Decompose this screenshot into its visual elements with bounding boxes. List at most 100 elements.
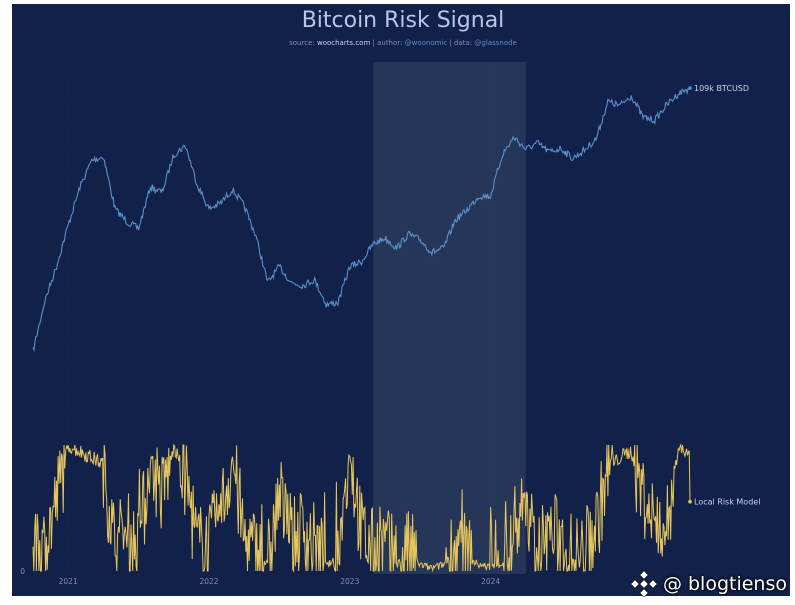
grid-dot	[490, 69, 491, 71]
grid-dot	[208, 471, 210, 473]
grid-dot	[67, 345, 69, 347]
grid-dot	[208, 285, 210, 287]
x-tick-2022: 2022	[199, 577, 218, 586]
grid-dot	[490, 357, 491, 359]
grid-dot	[67, 321, 69, 323]
grid-dot	[490, 189, 491, 191]
grid-dot	[490, 225, 491, 227]
grid-dot	[349, 321, 351, 323]
grid-dot	[208, 561, 210, 563]
grid-dot	[208, 357, 210, 359]
grid-dot	[208, 159, 210, 161]
grid-dot	[490, 231, 491, 233]
subtitle-data: @glassnode	[474, 39, 516, 47]
grid-dot	[67, 309, 69, 311]
grid-dot	[67, 255, 69, 257]
grid-dot	[490, 363, 491, 365]
grid-dot	[349, 159, 351, 161]
grid-dot	[67, 483, 69, 485]
grid-dot	[208, 105, 210, 107]
subtitle-source-prefix: source:	[289, 39, 317, 47]
grid-dot	[349, 195, 351, 197]
grid-dot	[208, 459, 210, 461]
grid-dot	[67, 75, 69, 77]
grid-dot	[67, 123, 69, 125]
grid-dot	[208, 501, 210, 503]
grid-dots	[67, 69, 491, 569]
grid-dot	[67, 417, 69, 419]
grid-dot	[349, 351, 351, 353]
grid-dot	[67, 219, 69, 221]
grid-dot	[349, 87, 351, 89]
grid-dot	[349, 279, 351, 281]
grid-dot	[349, 273, 351, 275]
grid-dot	[490, 159, 491, 161]
grid-dot	[67, 537, 69, 539]
grid-dot	[208, 201, 210, 203]
grid-dot	[490, 207, 491, 209]
grid-dot	[349, 471, 351, 473]
grid-dot	[490, 495, 491, 497]
grid-dot	[349, 303, 351, 305]
grid-dot	[490, 237, 491, 239]
grid-dot	[208, 327, 210, 329]
grid-dot	[349, 75, 351, 77]
grid-dot	[490, 339, 491, 341]
grid-dot	[349, 339, 351, 341]
price-series-label: 109k BTCUSD	[694, 84, 749, 93]
grid-dot	[349, 411, 351, 413]
grid-dot	[208, 135, 210, 137]
grid-dot	[67, 273, 69, 275]
grid-dot	[208, 177, 210, 179]
grid-dot	[67, 201, 69, 203]
grid-dot	[349, 513, 351, 515]
grid-dot	[208, 189, 210, 191]
grid-dot	[208, 495, 210, 497]
grid-dot	[67, 99, 69, 101]
grid-dot	[67, 555, 69, 557]
grid-dot	[67, 375, 69, 377]
grid-dot	[208, 153, 210, 155]
grid-dot	[490, 303, 491, 305]
grid-dot	[67, 339, 69, 341]
grid-dot	[349, 561, 351, 563]
grid-dot	[490, 411, 491, 413]
grid-dot	[67, 465, 69, 467]
grid-dot	[208, 195, 210, 197]
grid-dot	[490, 561, 491, 563]
grid-dot	[208, 213, 210, 215]
grid-dot	[490, 369, 491, 371]
grid-dot	[349, 231, 351, 233]
grid-dot	[67, 291, 69, 293]
grid-dot	[349, 489, 351, 491]
grid-dot	[67, 351, 69, 353]
grid-dot	[67, 315, 69, 317]
grid-dot	[490, 465, 491, 467]
highlight-band	[373, 62, 526, 574]
grid-dot	[208, 183, 210, 185]
grid-dot	[490, 171, 491, 173]
grid-dot	[67, 243, 69, 245]
x-tick-2024: 2024	[481, 577, 500, 586]
grid-dot	[349, 135, 351, 137]
grid-dot	[349, 375, 351, 377]
grid-dot	[67, 189, 69, 191]
grid-dot	[67, 117, 69, 119]
grid-dot	[67, 93, 69, 95]
grid-dot	[208, 291, 210, 293]
grid-dot	[208, 411, 210, 413]
grid-dot	[349, 495, 351, 497]
grid-dot	[208, 483, 210, 485]
grid-dot	[208, 351, 210, 353]
grid-dot	[349, 387, 351, 389]
grid-dot	[208, 489, 210, 491]
risk-series-label: Local Risk Model	[694, 498, 760, 507]
grid-dot	[349, 369, 351, 371]
grid-dot	[490, 393, 491, 395]
grid-dot	[349, 207, 351, 209]
grid-dot	[349, 363, 351, 365]
grid-dot	[349, 165, 351, 167]
grid-dot	[67, 513, 69, 515]
grid-dot	[490, 459, 491, 461]
price-end-marker	[688, 86, 692, 90]
